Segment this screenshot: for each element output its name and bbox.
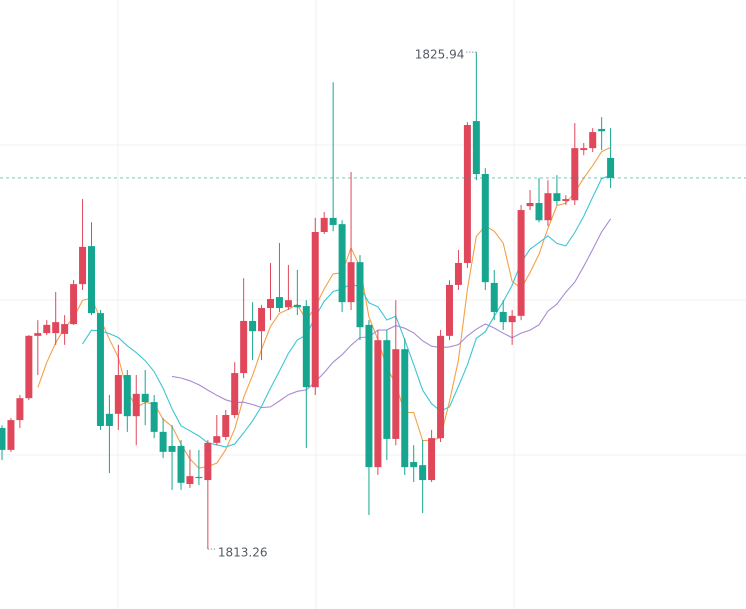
candle-body [580, 148, 588, 151]
candle-body [526, 203, 534, 207]
candle-body [213, 436, 221, 443]
candle-body [553, 193, 561, 202]
min-label: 1813.26 [218, 546, 268, 560]
candle-body [365, 324, 373, 468]
candle-body [177, 445, 185, 483]
candle-body [329, 217, 337, 225]
candle-body [562, 199, 570, 202]
candle-body [267, 299, 274, 309]
candle-body [284, 300, 292, 308]
candle-body [88, 246, 95, 314]
candle-body [544, 193, 552, 221]
candle-body [472, 121, 480, 174]
candle-body [508, 315, 516, 323]
candle-body [499, 311, 507, 323]
moving-average [37, 147, 611, 469]
candle-body [374, 340, 382, 468]
candle-body [275, 297, 283, 309]
candle-body [79, 246, 87, 285]
candle-body [490, 282, 498, 312]
candle-body [428, 438, 436, 481]
candle-body [132, 393, 140, 417]
candle-body [52, 322, 60, 334]
candle-body [25, 335, 33, 399]
candle-body [7, 420, 15, 450]
candle-body [410, 462, 418, 468]
candle-body [338, 224, 346, 303]
candle-body [347, 262, 355, 303]
candle-body [70, 284, 78, 325]
candle-body [61, 324, 69, 334]
candle-body [186, 476, 194, 484]
candle-body [302, 306, 310, 388]
candle-body [204, 442, 212, 481]
candle-body [123, 375, 131, 417]
candle-body [392, 349, 400, 439]
candle-body [356, 262, 364, 328]
candle-body [320, 217, 328, 232]
candle-body [383, 340, 391, 439]
candle-body [598, 128, 606, 132]
candle-body [446, 284, 453, 336]
candle-body [419, 465, 427, 481]
candle-body [249, 320, 257, 332]
candle-body [168, 445, 176, 452]
candle-body [293, 304, 301, 308]
candle-body [231, 373, 239, 416]
max-label: 1825.94 [415, 48, 465, 62]
candle-body [589, 132, 597, 149]
candle-body [571, 148, 579, 201]
candle-body [222, 415, 230, 437]
candle-body [159, 431, 167, 452]
candle-body [454, 262, 462, 285]
candle-body [535, 203, 543, 221]
candle-body [16, 398, 24, 421]
moving-average [171, 218, 612, 409]
candle-body [141, 393, 149, 403]
candle-body [311, 232, 319, 388]
candle-body [463, 125, 471, 263]
candle-body [401, 349, 409, 468]
candle-body [195, 476, 203, 479]
candle-body [258, 308, 266, 332]
candle-body [43, 324, 51, 334]
moving-average [82, 174, 611, 448]
candle-body [607, 157, 615, 178]
candle-body [34, 333, 42, 336]
candle-body [150, 402, 158, 432]
candle-body [105, 413, 113, 426]
candle-body [114, 375, 122, 414]
candle-body [96, 313, 104, 426]
candle-body [240, 320, 248, 374]
candle-body [481, 174, 489, 283]
candle-body [0, 427, 6, 450]
candle-body [517, 210, 525, 316]
candle-body [437, 335, 445, 439]
